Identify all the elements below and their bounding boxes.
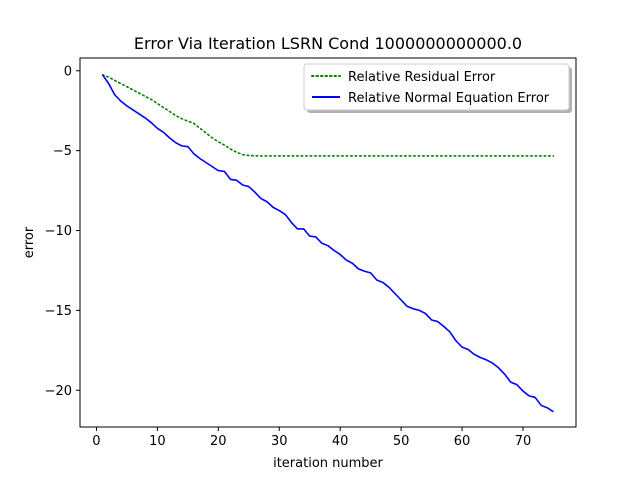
x-tick-label: 60 xyxy=(454,434,471,449)
x-axis-ticks: 0 10 20 30 40 50 60 70 xyxy=(92,427,531,449)
y-axis-label: error xyxy=(22,226,37,258)
x-tick-label: 30 xyxy=(271,434,288,449)
legend: Relative Residual Error Relative Normal … xyxy=(303,63,572,113)
x-tick-label: 0 xyxy=(92,434,100,449)
x-axis-label: iteration number xyxy=(273,456,383,471)
x-tick-label: 10 xyxy=(149,434,166,449)
x-tick-label: 20 xyxy=(210,434,227,449)
series-layer xyxy=(101,73,555,413)
y-tick-label: 0 xyxy=(64,64,72,79)
y-tick-label: −15 xyxy=(45,304,72,319)
y-tick-label: −10 xyxy=(45,224,72,239)
series-line-normal-equation xyxy=(101,74,554,413)
series-line-residual xyxy=(101,73,555,157)
chart-title: Error Via Iteration LSRN Cond 1000000000… xyxy=(134,34,522,53)
legend-label-normal-equation: Relative Normal Equation Error xyxy=(348,91,550,106)
x-tick-label: 50 xyxy=(393,434,410,449)
x-tick-label: 70 xyxy=(515,434,532,449)
y-tick-label: −20 xyxy=(45,384,72,399)
x-tick-label: 40 xyxy=(332,434,349,449)
plot-frame xyxy=(79,57,577,428)
y-tick-label: −5 xyxy=(53,144,72,159)
legend-box xyxy=(303,63,570,111)
y-axis-ticks: 0 −5 −10 −15 −20 xyxy=(45,64,80,399)
legend-label-residual: Relative Residual Error xyxy=(348,70,496,85)
